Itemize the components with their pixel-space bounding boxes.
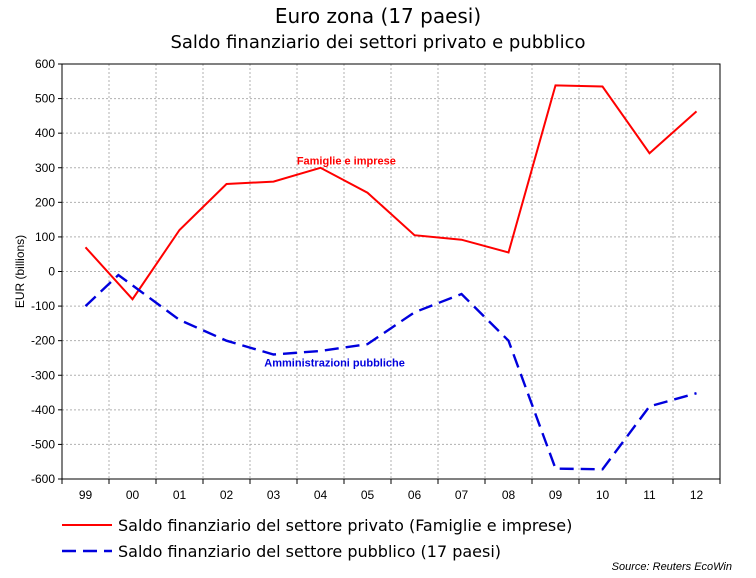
x-tick-label: 04: [314, 488, 328, 502]
grid: [62, 64, 720, 479]
series-line-private: [84, 84, 698, 301]
legend-entry-private: Saldo finanziario del settore privato (F…: [62, 514, 572, 536]
y-tick-label: 300: [35, 161, 55, 175]
x-tick-label: 09: [549, 488, 563, 502]
annotation-public: Amministrazioni pubbliche: [264, 358, 405, 370]
source-note: Source: Reuters EcoWin: [611, 561, 732, 573]
annotations: Famiglie e imprese Amministrazioni pubbli…: [264, 155, 405, 369]
series-lines: [84, 84, 698, 471]
x-tick-label: 05: [361, 488, 375, 502]
x-tick-label: 11: [643, 488, 656, 502]
y-tick-label: 600: [35, 57, 55, 71]
y-tick-label: -200: [31, 334, 55, 348]
y-tick-label: 400: [35, 126, 55, 140]
axes: 6005004003002001000-100-200-300-400-500-…: [13, 57, 721, 502]
x-tick-label: 12: [690, 488, 704, 502]
x-tick-label: 06: [408, 488, 422, 502]
chart-title: Euro zona (17 paesi): [274, 4, 482, 28]
legend-label-private: Saldo finanziario del settore privato (F…: [118, 515, 573, 535]
legend-swatch-private: [62, 524, 112, 526]
plot-frame: [61, 63, 721, 480]
y-tick-label: 200: [35, 195, 55, 209]
x-tick-label: 10: [596, 488, 610, 502]
x-tick-label: 00: [126, 488, 140, 502]
y-tick-label: 500: [35, 92, 55, 106]
chart-subtitle: Saldo finanziario dei settori privato e …: [170, 32, 586, 53]
y-tick-label: -600: [31, 472, 55, 486]
y-tick-label: -500: [31, 437, 55, 451]
legend-label-public: Saldo finanziario del settore pubblico (…: [118, 541, 502, 561]
y-tick-label: -100: [31, 299, 55, 313]
y-tick-label: 100: [35, 230, 55, 244]
y-tick-label: -400: [31, 403, 55, 417]
y-tick-label: 0: [48, 265, 55, 279]
legend-swatch-public: [62, 549, 112, 553]
x-tick-label: 01: [173, 488, 187, 502]
y-tick-label: -300: [31, 368, 55, 382]
annotation-private: Famiglie e imprese: [297, 155, 396, 167]
line-chart: 6005004003002001000-100-200-300-400-500-…: [13, 57, 721, 502]
x-tick-label: 02: [220, 488, 234, 502]
x-tick-label: 07: [455, 488, 469, 502]
y-axis-label: EUR (billions): [13, 235, 27, 308]
series-line-public: [84, 273, 697, 471]
x-tick-label: 08: [502, 488, 516, 502]
x-tick-label: 03: [267, 488, 281, 502]
legend-entry-public: Saldo finanziario del settore pubblico (…: [62, 540, 501, 562]
x-tick-label: 99: [79, 488, 93, 502]
